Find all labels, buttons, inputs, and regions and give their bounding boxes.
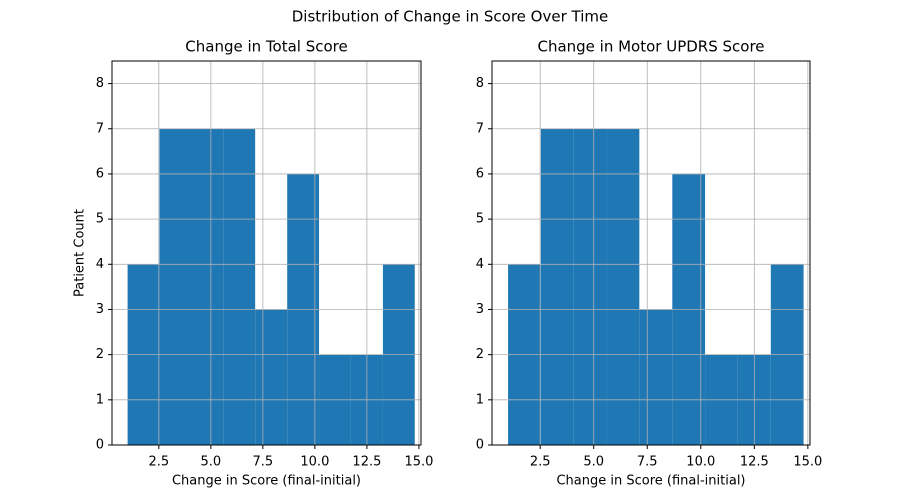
y-tick-label: 8 [96,76,104,91]
x-tick-label: 7.5 [637,455,658,470]
y-tick-label: 1 [96,392,104,407]
y-tick-label: 6 [476,166,484,181]
bar [540,128,574,445]
y-tick-label: 0 [96,438,104,453]
x-tick-label: 12.5 [740,455,769,470]
y-tick-label: 5 [96,212,104,227]
bar [223,128,256,445]
x-tick-label: 5.0 [583,455,604,470]
x-axis-label: Change in Score (final-initial) [172,474,361,489]
x-tick-label: 10.0 [686,455,715,470]
bar [191,128,224,445]
x-tick-label: 2.5 [530,455,551,470]
y-axis-label: Patient Count [73,209,88,297]
x-axis-label: Change in Score (final-initial) [556,474,745,489]
bar [255,309,288,445]
y-tick-label: 4 [96,257,104,272]
y-tick-label: 4 [476,257,484,272]
chart-title: Change in Total Score [185,38,347,56]
x-tick-label: 7.5 [253,455,274,470]
x-tick-label: 2.5 [148,455,169,470]
y-tick-label: 5 [476,212,484,227]
bar [606,128,640,445]
y-tick-label: 8 [476,76,484,91]
axes-frame [111,60,422,446]
y-tick-label: 7 [476,121,484,136]
figure-title: Distribution of Change in Score Over Tim… [292,8,608,26]
y-tick-label: 2 [96,347,104,362]
chart-title: Change in Motor UPDRS Score [537,38,764,56]
y-tick-label: 0 [476,438,484,453]
x-tick-label: 15.0 [404,455,433,470]
y-tick-label: 3 [476,302,484,317]
bar [639,309,673,445]
x-tick-label: 10.0 [300,455,329,470]
x-tick-label: 5.0 [200,455,221,470]
x-tick-label: 12.5 [352,455,381,470]
y-tick-label: 2 [476,347,484,362]
y-tick-label: 6 [96,166,104,181]
y-tick-label: 1 [476,392,484,407]
y-tick-label: 3 [96,302,104,317]
y-tick-label: 7 [96,121,104,136]
bar [159,128,192,445]
x-tick-label: 15.0 [793,455,822,470]
axes-frame [491,60,811,446]
bar [573,128,607,445]
